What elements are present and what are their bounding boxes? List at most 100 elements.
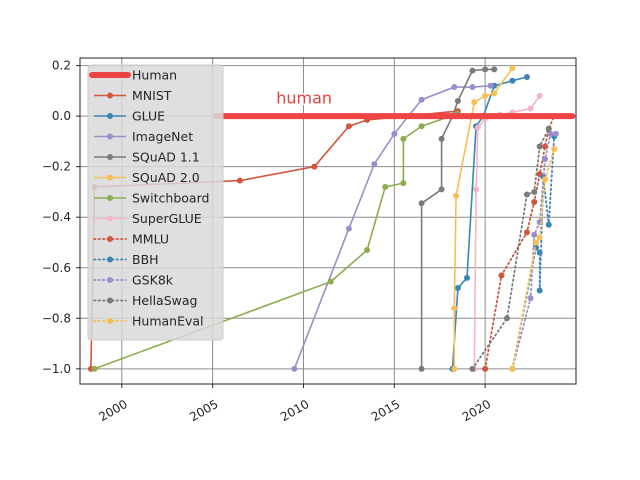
data-point [551,145,558,152]
data-point [418,123,425,130]
legend-marker [107,174,113,181]
data-point [509,365,516,372]
data-point [364,247,371,254]
data-point [453,192,460,199]
data-point [527,295,534,302]
data-point [371,161,378,168]
data-point [345,225,352,232]
data-point [545,221,552,228]
y-tick-label: 0.0 [52,109,71,123]
legend-item-squad-1-1: SQuAD 1.1 [94,150,200,165]
legend-box [87,64,224,341]
data-point [542,156,549,163]
y-tick-label: 0.2 [52,59,71,73]
y-tick-label: −0.4 [42,210,71,224]
y-tick-label: −1.0 [42,362,71,376]
data-point [509,65,516,72]
legend-label: SuperGLUE [132,211,202,226]
data-point [487,82,494,89]
data-point [327,278,334,285]
data-point [471,99,478,106]
data-point [531,188,538,195]
data-point [454,97,461,104]
series-gsk8k [509,130,560,372]
legend-item-imagenet: ImageNet [94,129,193,144]
data-point [451,305,458,312]
x-tick-label: 2005 [187,397,220,424]
data-point [291,365,298,372]
data-point [482,365,489,372]
legend-label: HellaSwag [132,293,197,308]
x-tick-label: 2015 [369,397,402,424]
human-annotation: human [276,88,332,107]
x-tick-label: 2010 [278,397,311,424]
data-point [311,163,318,170]
data-point [482,66,489,73]
y-tick-label: −0.2 [42,160,71,174]
y-tick-label: −0.6 [42,261,71,275]
legend-label: GSK8k [132,273,174,288]
legend-item-squad-2-0: SQuAD 2.0 [94,170,200,185]
data-point [91,365,98,372]
data-point [400,135,407,142]
legend-marker [107,154,113,160]
legend-marker [107,297,113,304]
legend-marker [107,195,113,201]
data-point [536,249,543,256]
y-tick-label: −0.8 [42,311,71,325]
legend-label: ImageNet [132,129,193,144]
legend-label: MMLU [132,232,169,247]
legend-label: Human [132,68,177,83]
legend-item-superglue: SuperGLUE [94,211,202,226]
data-point [553,130,560,137]
legend-label: BBH [132,252,159,267]
data-point [527,105,534,112]
legend-item-mmlu: MMLU [93,232,169,247]
legend-item-bbh: BBH [93,252,159,267]
series-hellaswag [469,125,552,372]
annotation: human [275,87,334,109]
data-point [491,90,498,97]
legend-item-human: Human [89,68,177,83]
data-point [473,186,480,193]
plot-frame [79,57,577,385]
legend-label: HumanEval [132,314,204,329]
data-point [463,274,470,281]
legend-item-gsk8k: GSK8k [93,273,174,288]
data-point [438,135,445,142]
legend: Human MNIST GLUE ImageNet SQuAD 1.1 SQuAD 2.0… [87,64,224,341]
data-point [474,124,481,131]
data-point [536,92,543,99]
legend-marker [107,277,113,283]
data-point [536,234,543,241]
data-point [503,315,510,322]
x-tick-label: 2000 [96,397,129,424]
data-point [418,365,425,372]
data-point [531,199,538,206]
legend-marker [107,113,113,119]
data-point [482,92,489,99]
data-point [523,191,530,198]
data-point [236,177,243,184]
data-point [438,186,445,193]
legend-label: GLUE [132,109,165,124]
data-point [498,272,505,279]
data-point [509,77,516,84]
series-line-hellaswag [471,127,550,370]
legend-label: SQuAD 2.0 [132,170,200,185]
data-point [400,180,407,187]
series-squad-2-0 [451,65,516,372]
data-point [542,143,549,150]
data-point [542,176,549,183]
data-point [536,143,543,150]
data-point [523,73,530,80]
data-point [469,84,476,91]
data-point [418,96,425,103]
legend-marker [107,133,113,140]
data-point [531,231,538,238]
legend-marker [107,92,113,99]
legend-item-switchboard: Switchboard [94,191,209,206]
legend-label: Switchboard [132,191,209,206]
data-point [536,287,543,294]
legend-item-hellaswag: HellaSwag [93,293,197,308]
